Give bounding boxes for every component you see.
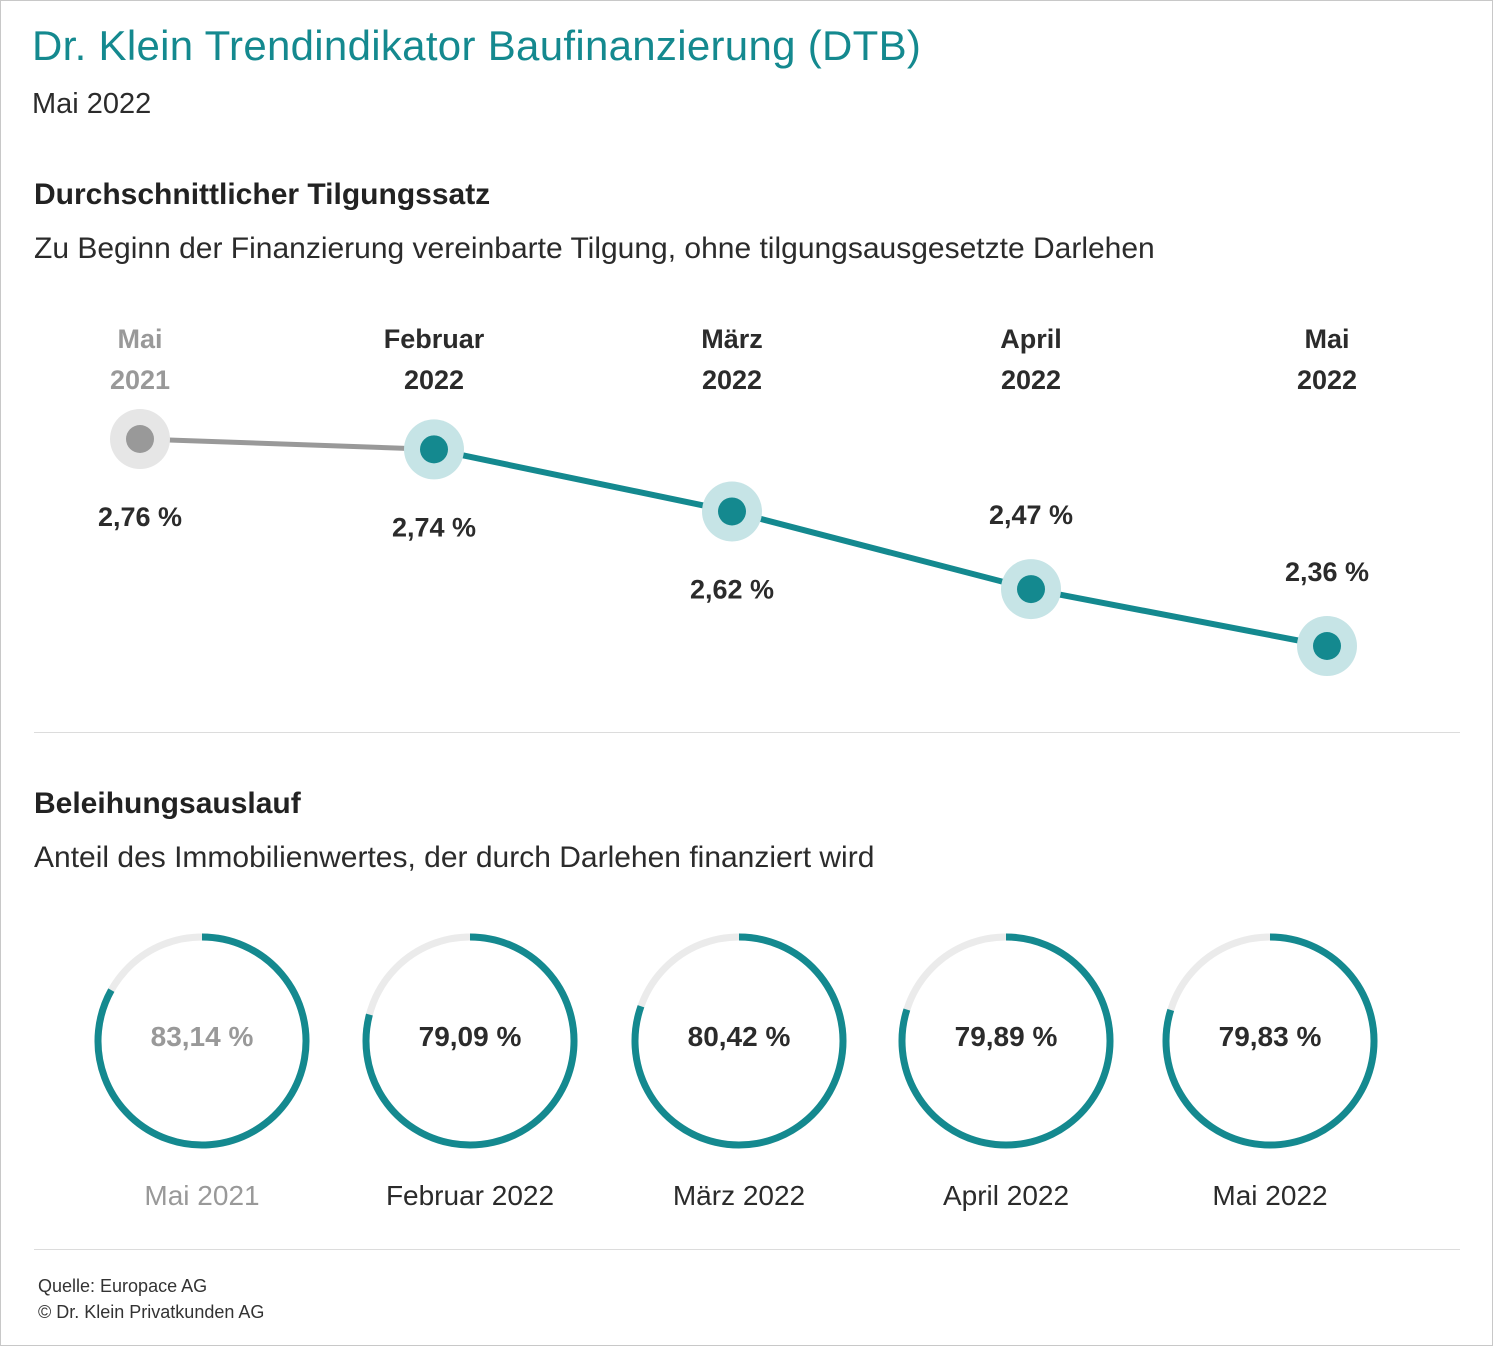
divider — [34, 1249, 1460, 1250]
category-label: Februar 2022 — [386, 1180, 554, 1211]
copyright-note: © Dr. Klein Privatkunden AG — [38, 1302, 265, 1322]
data-point — [420, 435, 448, 464]
x-tick-label-year: 2022 — [404, 365, 464, 395]
section-title-beleihung: Beleihungsauslauf — [34, 787, 301, 820]
category-label: Mai 2021 — [144, 1180, 259, 1211]
page-title: Dr. Klein Trendindikator Baufinanzierung… — [32, 22, 922, 69]
ring-value-arc — [898, 933, 1114, 1149]
data-point — [126, 425, 154, 453]
x-tick-label-month: Februar — [384, 324, 485, 354]
ring-value-arc — [362, 933, 578, 1149]
data-point — [1313, 632, 1341, 660]
category-label: April 2022 — [943, 1180, 1069, 1211]
x-tick-label-year: 2022 — [702, 365, 762, 395]
data-label: 79,89 % — [955, 1021, 1058, 1052]
section-subtitle-tilgung: Zu Beginn der Finanzierung vereinbarte T… — [34, 232, 1155, 265]
data-point — [1017, 575, 1045, 604]
category-label: Mai 2022 — [1212, 1180, 1327, 1211]
data-label: 2,62 % — [690, 574, 774, 604]
data-label: 2,47 % — [989, 500, 1073, 530]
data-label: 2,36 % — [1285, 557, 1369, 587]
data-label: 2,76 % — [98, 502, 182, 532]
divider — [34, 732, 1460, 733]
x-tick-label-month: April — [1000, 324, 1062, 354]
ring-value-arc — [94, 933, 310, 1149]
line-segment-past — [139, 436, 435, 452]
data-label: 80,42 % — [688, 1021, 791, 1052]
data-label: 79,09 % — [419, 1021, 522, 1052]
x-tick-label-year: 2022 — [1297, 365, 1357, 395]
x-tick-label-month: Mai — [117, 324, 162, 354]
data-point — [718, 497, 746, 526]
x-tick-label-month: März — [701, 324, 763, 354]
page-date: Mai 2022 — [32, 88, 152, 120]
data-label: 83,14 % — [151, 1021, 254, 1052]
line-series — [433, 446, 1328, 649]
ring-value-arc — [631, 933, 847, 1149]
x-tick-label-month: Mai — [1304, 324, 1349, 354]
data-label: 79,83 % — [1219, 1021, 1322, 1052]
data-label: 2,74 % — [392, 512, 476, 542]
x-tick-label-year: 2022 — [1001, 365, 1061, 395]
section-title-tilgung: Durchschnittlicher Tilgungssatz — [34, 178, 491, 211]
section-subtitle-beleihung: Anteil des Immobilienwertes, der durch D… — [34, 841, 875, 874]
source-note: Quelle: Europace AG — [38, 1276, 208, 1296]
ring-value-arc — [1162, 933, 1378, 1149]
x-tick-label-year: 2021 — [110, 365, 170, 395]
category-label: März 2022 — [673, 1180, 805, 1211]
